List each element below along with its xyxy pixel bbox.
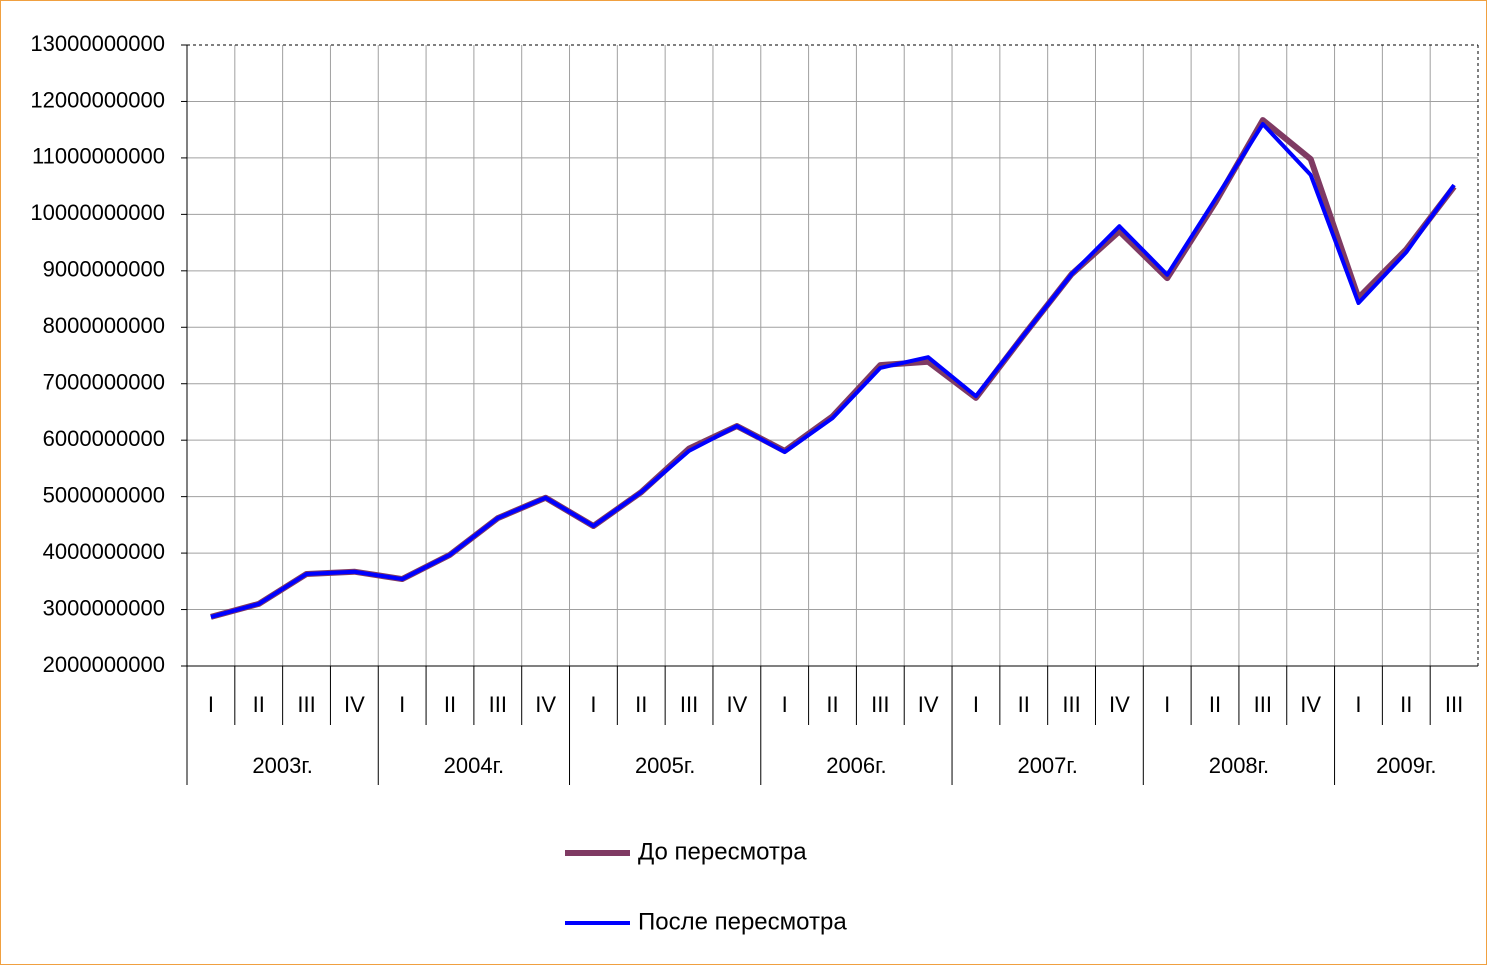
x-tick-label: III: [1445, 692, 1463, 717]
y-tick-label: 5000000000: [43, 482, 165, 507]
x-tick-label: II: [635, 692, 647, 717]
year-label: 2007г.: [1017, 753, 1077, 778]
y-tick-label: 12000000000: [30, 87, 165, 112]
y-tick-label: 8000000000: [43, 313, 165, 338]
x-tick-label: IV: [918, 692, 939, 717]
y-tick-label: 6000000000: [43, 426, 165, 451]
y-tick-label: 11000000000: [32, 144, 165, 169]
y-tick-label: 3000000000: [43, 595, 165, 620]
x-tick-label: III: [680, 692, 698, 717]
year-label: 2009г.: [1376, 753, 1436, 778]
y-tick-label: 2000000000: [43, 652, 165, 677]
x-tick-label: I: [1355, 692, 1361, 717]
x-tick-label: III: [489, 692, 507, 717]
series-line: [210, 122, 1456, 619]
x-tick-label: II: [444, 692, 456, 717]
x-tick-label: III: [297, 692, 315, 717]
x-tick-label: I: [973, 692, 979, 717]
x-tick-label: IV: [1109, 692, 1130, 717]
x-tick-label: I: [1164, 692, 1170, 717]
y-tick-label: 7000000000: [43, 370, 165, 395]
x-tick-label: IV: [535, 692, 556, 717]
year-label: 2004г.: [444, 753, 504, 778]
x-tick-label: I: [208, 692, 214, 717]
year-label: 2003г.: [252, 753, 312, 778]
year-label: 2005г.: [635, 753, 695, 778]
x-tick-label: II: [1209, 692, 1221, 717]
year-label: 2008г.: [1209, 753, 1269, 778]
x-tick-label: III: [871, 692, 889, 717]
y-tick-label: 13000000000: [30, 31, 165, 56]
x-tick-label: IV: [726, 692, 747, 717]
x-tick-label: I: [782, 692, 788, 717]
x-tick-label: II: [1400, 692, 1412, 717]
x-tick-label: III: [1254, 692, 1272, 717]
x-tick-label: II: [1018, 692, 1030, 717]
x-tick-label: II: [253, 692, 265, 717]
legend-label: До пересмотра: [638, 838, 807, 865]
x-tick-label: III: [1062, 692, 1080, 717]
x-tick-label: I: [590, 692, 596, 717]
y-tick-label: 10000000000: [30, 200, 165, 225]
y-tick-label: 4000000000: [43, 539, 165, 564]
year-label: 2006г.: [826, 753, 886, 778]
x-tick-label: II: [826, 692, 838, 717]
y-tick-label: 9000000000: [43, 257, 165, 282]
legend-label: После пересмотра: [638, 908, 847, 935]
x-tick-label: IV: [1300, 692, 1321, 717]
x-tick-label: IV: [344, 692, 365, 717]
x-tick-label: I: [399, 692, 405, 717]
